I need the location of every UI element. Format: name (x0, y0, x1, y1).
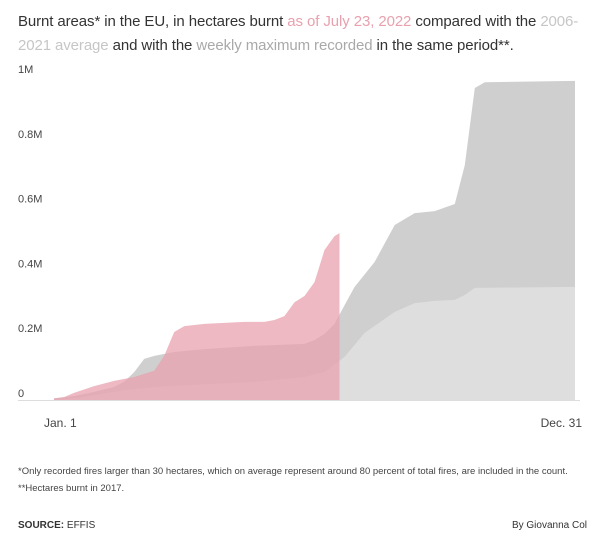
y-tick-label: 1M (18, 64, 33, 76)
title-text: in the same period**. (372, 37, 514, 54)
x-tick-label-start: Jan. 1 (44, 416, 77, 430)
y-tick-label: 0 (18, 388, 24, 400)
y-tick-label: 0.4M (18, 258, 42, 270)
title-text: compared with the (411, 13, 541, 30)
y-tick-label: 0.6M (18, 194, 42, 206)
source-value: EFFIS (64, 520, 96, 531)
title-highlight-maximum: weekly maximum recorded (196, 37, 373, 54)
title-text: Burnt areas* in the EU, in hectares burn… (18, 13, 288, 30)
y-tick-label: 0.8M (18, 129, 42, 141)
x-tick-label-end: Dec. 31 (541, 416, 583, 430)
y-tick-label: 0.2M (18, 323, 42, 335)
chart-title: Burnt areas* in the EU, in hectares burn… (18, 10, 588, 58)
area-chart: 0 0.2M 0.4M 0.6M 0.8M 1M Jan. 1 Dec. 31 (18, 64, 583, 430)
title-highlight-2022: as of July 23, 2022 (287, 13, 412, 30)
chart-areas (54, 80, 575, 401)
area-series-2022 (54, 233, 340, 400)
source-label: SOURCE: (18, 520, 65, 531)
title-highlight-average: 2006-2021 average (18, 13, 579, 54)
area-series-average-2006-2021 (54, 286, 575, 400)
byline: By Giovanna Col (511, 520, 587, 531)
footnote-2: **Hectares burnt in 2017. (18, 483, 125, 494)
footnotes: *Only recorded fires larger than 30 hect… (18, 463, 588, 497)
y-axis-ticks: 0 0.2M 0.4M 0.6M 0.8M 1M (18, 64, 42, 400)
footnote-1: *Only recorded fires larger than 30 hect… (18, 466, 568, 477)
title-text: and with the (108, 37, 197, 54)
footer: SOURCE: EFFIS By Giovanna Col (18, 520, 587, 531)
